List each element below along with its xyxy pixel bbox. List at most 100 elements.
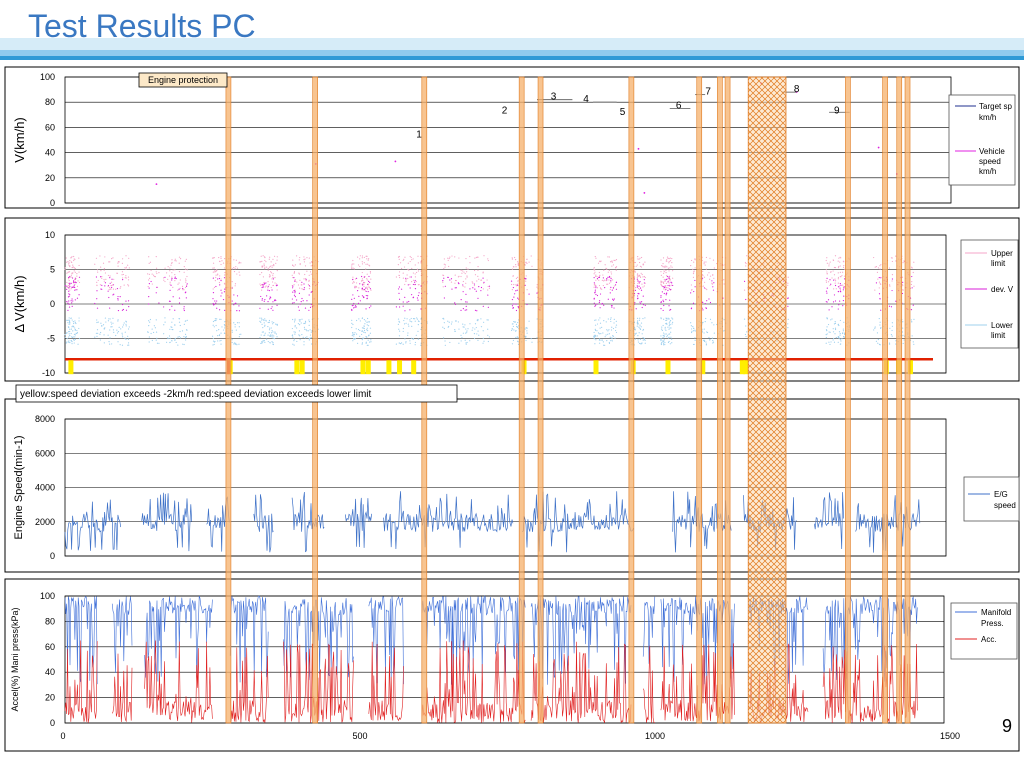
dev-v-point [295, 299, 298, 301]
dev-v-point [610, 278, 612, 280]
upper-limit-point [594, 283, 596, 285]
upper-limit-point [166, 272, 168, 274]
lower-limit-point [213, 343, 215, 346]
lower-limit-point [839, 319, 841, 322]
lower-limit-point [599, 322, 602, 324]
lower-limit-point [109, 343, 111, 345]
upper-limit-point [913, 285, 915, 287]
dev-v-point [612, 287, 615, 289]
upper-limit-point [301, 288, 303, 290]
upper-limit-point [458, 257, 460, 259]
upper-limit-point [834, 278, 836, 280]
upper-limit-point [595, 257, 597, 259]
dev-v-point [613, 307, 615, 309]
upper-limit-point [693, 261, 695, 263]
dev-v-point [127, 300, 130, 302]
dev-v-point [665, 292, 667, 295]
upper-limit-point [164, 280, 166, 283]
dev-v-point [450, 278, 453, 280]
dev-v-point [68, 290, 70, 292]
upper-limit-point [68, 287, 70, 290]
dev-v-point [829, 279, 831, 281]
dev-v-point [184, 292, 186, 294]
dev-v-point [667, 284, 669, 287]
upper-limit-point [117, 265, 119, 267]
dev-v-point [787, 305, 789, 307]
upper-limit-point [472, 282, 474, 284]
lower-limit-point [273, 322, 275, 324]
dev-v-point [171, 277, 173, 280]
upper-limit-point [454, 279, 457, 282]
lower-limit-point [174, 339, 176, 341]
dev-v-point [365, 290, 367, 293]
upper-limit-point [239, 274, 241, 276]
dev-v-point [665, 294, 667, 296]
lower-limit-point [606, 329, 608, 331]
lower-limit-point [745, 335, 747, 338]
upper-limit-point [221, 260, 223, 262]
lower-limit-point [355, 328, 357, 330]
dev-v-point [301, 297, 303, 300]
upper-limit-point [672, 270, 674, 272]
lower-limit-point [294, 326, 296, 328]
upper-limit-point [610, 271, 612, 273]
lower-limit-point [475, 326, 477, 329]
lower-limit-point [147, 331, 149, 333]
lower-limit-point [842, 335, 845, 338]
dev-v-point [185, 297, 187, 299]
dev-v-point [402, 301, 404, 303]
dev-v-point [74, 299, 76, 301]
lower-limit-point [359, 329, 361, 332]
dev-v-point [71, 277, 74, 279]
upper-limit-point [64, 268, 66, 270]
upper-limit-point [183, 289, 185, 291]
upper-limit-point [460, 269, 462, 271]
dev-v-point [72, 300, 74, 302]
dev-v-point [355, 277, 358, 279]
dev-v-point [111, 286, 113, 289]
lower-limit-point [78, 317, 80, 319]
upper-limit-point [638, 258, 640, 260]
upper-limit-point [830, 271, 832, 273]
legend-entry-engine: E/G [994, 490, 1008, 499]
upper-limit-point [211, 257, 214, 259]
lower-limit-point [638, 319, 641, 321]
upper-limit-point [598, 260, 601, 262]
dev-v-point [121, 303, 124, 306]
dev-v-point [398, 298, 401, 300]
upper-limit-point [365, 268, 367, 270]
lower-limit-point [829, 343, 831, 346]
upper-limit-point [690, 289, 693, 291]
dev-v-point [219, 284, 221, 286]
lower-limit-point [598, 319, 600, 321]
acc-line [642, 645, 655, 724]
lower-limit-point [895, 340, 897, 342]
lower-limit-point [694, 339, 696, 341]
lower-limit-point [117, 331, 120, 333]
upper-limit-point [833, 288, 835, 290]
lower-limit-point [663, 335, 665, 337]
lower-limit-point [636, 317, 639, 320]
upper-limit-point [184, 286, 187, 289]
upper-limit-point [405, 278, 407, 281]
upper-limit-point [512, 275, 514, 277]
upper-limit-point [174, 260, 176, 262]
lower-limit-point [642, 317, 644, 320]
lower-limit-point [515, 329, 517, 332]
upper-limit-point [409, 260, 411, 263]
upper-limit-point [832, 270, 834, 272]
upper-limit-point [524, 264, 526, 266]
dev-v-point [310, 291, 312, 293]
upper-limit-point [352, 276, 354, 278]
upper-limit-point [515, 284, 517, 286]
lower-limit-point [262, 340, 264, 342]
upper-limit-point [264, 268, 266, 270]
lower-limit-point [96, 335, 98, 337]
lower-limit-point [294, 333, 296, 335]
lower-limit-point [663, 339, 665, 341]
upper-limit-point [671, 257, 673, 260]
lower-limit-point [71, 336, 73, 338]
lower-limit-point [111, 326, 113, 328]
upper-limit-point [637, 287, 640, 290]
upper-limit-point [694, 259, 696, 261]
